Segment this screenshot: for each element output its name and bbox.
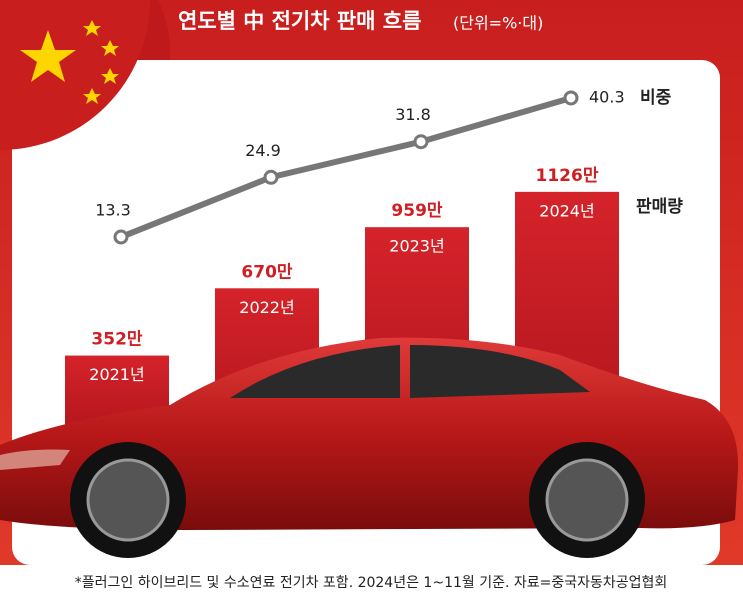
line-label: 13.3 <box>95 201 131 220</box>
star <box>83 88 101 104</box>
car-light <box>0 449 70 470</box>
legend-label: 판매량 <box>636 197 683 217</box>
category-label: 2022년 <box>239 298 294 317</box>
value-label: 352만 <box>91 330 142 350</box>
point <box>113 229 129 245</box>
legend-label: 비중 <box>640 88 672 108</box>
car-window <box>410 345 590 398</box>
category-label: 2023년 <box>389 237 444 256</box>
line-label: 24.9 <box>245 141 281 160</box>
value-label: 670만 <box>241 262 292 282</box>
point <box>263 169 279 185</box>
footnote: *플러그인 하이브리드 및 수소연료 전기차 포함. 2024년은 1~11월 … <box>75 575 668 591</box>
car <box>0 337 739 558</box>
value-label: 959만 <box>391 201 442 221</box>
footer-bg <box>0 565 743 598</box>
value-label: 1126만 <box>536 166 599 186</box>
chart-subtitle: (단위=%·대) <box>453 14 543 33</box>
rim <box>86 458 170 542</box>
point <box>563 90 579 106</box>
flag <box>0 0 150 150</box>
point <box>413 134 429 150</box>
star <box>101 68 119 84</box>
car-window <box>230 345 400 398</box>
rim <box>545 458 629 542</box>
star <box>20 30 76 82</box>
line <box>119 95 572 240</box>
category-label: 2021년 <box>89 365 144 384</box>
line-label: 31.8 <box>395 105 431 124</box>
category-label: 2024년 <box>539 201 594 220</box>
star <box>101 40 119 56</box>
chart-title: 연도별 中 전기차 판매 흐름 <box>178 9 421 33</box>
star <box>83 20 101 36</box>
line-label: 40.3 <box>589 87 625 106</box>
